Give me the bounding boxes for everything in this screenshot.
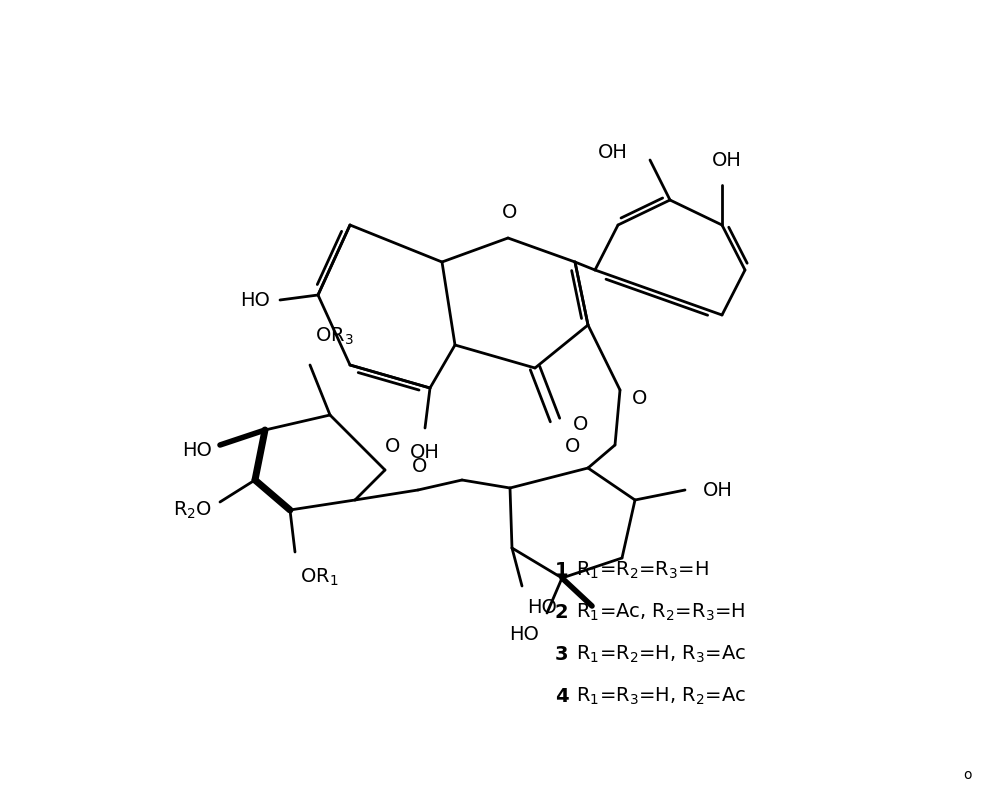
Text: 2: 2 xyxy=(555,603,569,622)
Text: R$_1$=R$_3$=H, R$_2$=Ac: R$_1$=R$_3$=H, R$_2$=Ac xyxy=(570,685,746,707)
Text: HO: HO xyxy=(240,290,270,309)
Text: 1: 1 xyxy=(555,560,569,580)
Text: OH: OH xyxy=(410,443,440,462)
Text: O: O xyxy=(385,437,401,456)
Text: 3: 3 xyxy=(555,645,568,664)
Text: R$_1$=Ac, R$_2$=R$_3$=H: R$_1$=Ac, R$_2$=R$_3$=H xyxy=(570,601,745,622)
Text: 4: 4 xyxy=(555,687,569,705)
Text: HO: HO xyxy=(509,625,539,644)
Text: O: O xyxy=(565,437,580,456)
Text: O: O xyxy=(502,203,518,222)
Text: OH: OH xyxy=(703,480,733,499)
Text: O: O xyxy=(573,416,588,435)
Text: OH: OH xyxy=(598,142,628,161)
Text: HO: HO xyxy=(182,440,212,460)
Text: R$_1$=R$_2$=H, R$_3$=Ac: R$_1$=R$_2$=H, R$_3$=Ac xyxy=(570,643,746,665)
Text: R$_1$=R$_2$=R$_3$=H: R$_1$=R$_2$=R$_3$=H xyxy=(570,560,709,580)
Text: OH: OH xyxy=(712,151,742,170)
Text: o: o xyxy=(964,768,972,782)
Text: O: O xyxy=(632,389,647,408)
Text: OR$_3$: OR$_3$ xyxy=(315,326,354,347)
Text: O: O xyxy=(412,457,428,476)
Text: HO: HO xyxy=(527,598,557,617)
Text: R$_2$O: R$_2$O xyxy=(173,499,212,521)
Text: OR$_1$: OR$_1$ xyxy=(300,567,338,588)
